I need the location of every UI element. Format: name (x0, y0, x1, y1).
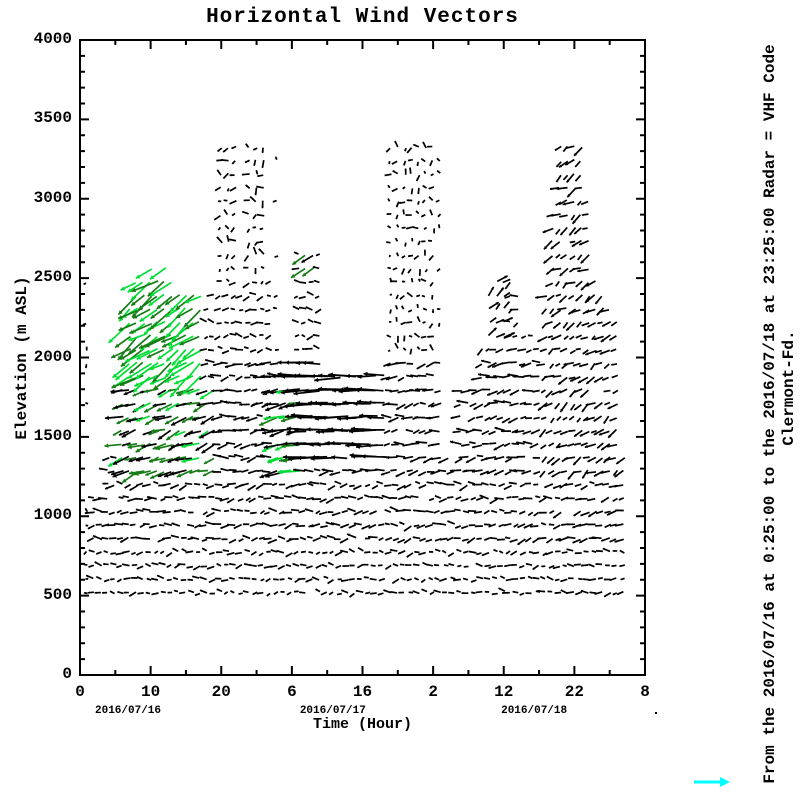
y-tick-label: 4000 (33, 30, 72, 48)
y-tick-label: 3500 (33, 109, 72, 128)
x-date-label: 2016/07/18 (501, 705, 568, 717)
axes-box (79, 39, 646, 676)
wind-vectors (82, 140, 626, 598)
x-tick-label: 20 (211, 683, 231, 701)
x-tick-label: 6 (287, 683, 297, 701)
stray-dot (655, 712, 657, 714)
reference-arrow (694, 777, 730, 787)
y-tick-label: 500 (43, 585, 72, 604)
x-axis-label: Time (Hour) (312, 716, 413, 733)
y-tick-label: 2500 (33, 268, 72, 287)
x-date-label: 2016/07/17 (299, 705, 366, 717)
x-tick-label: 16 (352, 683, 373, 701)
x-tick-label: 12 (494, 683, 514, 701)
y-tick-label: 0 (62, 665, 72, 683)
chart-title: Horizontal Wind Vectors (206, 6, 519, 29)
y-tick-label: 3000 (33, 188, 72, 207)
y-tick-label: 1000 (33, 506, 72, 525)
y-tick-label: 2000 (33, 347, 72, 366)
x-tick-label: 2 (428, 683, 438, 701)
axis-ticks (79, 39, 646, 676)
x-tick-label: 10 (141, 683, 161, 701)
x-tick-label: 0 (75, 683, 85, 701)
y-tick-label: 1500 (33, 426, 72, 445)
x-tick-label: 8 (640, 683, 650, 701)
x-date-label: 2016/07/16 (95, 705, 162, 717)
x-tick-label: 22 (564, 683, 584, 701)
